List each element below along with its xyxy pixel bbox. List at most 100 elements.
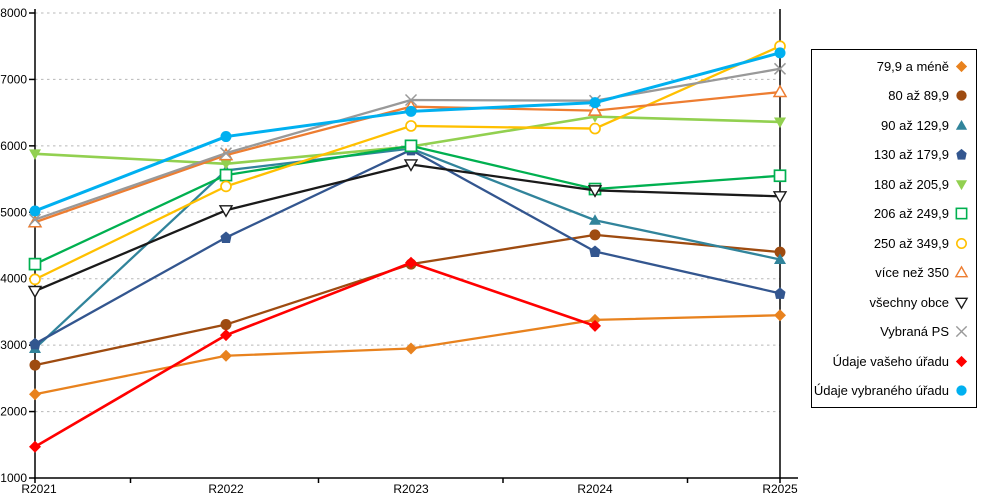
legend-item-label: 80 až 89,9 [888,88,949,104]
marker-x [773,62,787,75]
marker-circle-outline [589,122,601,135]
legend-item: 80 až 89,9 [812,81,976,111]
legend-item-label: 250 až 349,9 [873,235,949,251]
marker-square-outline [773,169,787,183]
marker-triangle-down-outline [27,285,43,299]
marker-triangle-down [220,159,232,170]
marker-circle [589,97,601,109]
marker-pentagon [589,245,601,257]
marker-x [28,213,42,226]
marker-circle-outline [220,180,232,193]
marker-diamond [774,309,786,322]
marker-triangle-down [955,180,968,190]
series-line [33,51,782,213]
marker-triangle-down-outline [954,297,969,310]
marker-circle [774,246,786,258]
marker-triangle-up-outline [27,214,43,228]
marker-circle [774,47,786,59]
marker-triangle-down-outline [587,185,603,198]
marker-square-outline [955,207,968,220]
marker-triangle-up [589,214,601,225]
x-category-label: R2024 [577,482,613,496]
legend-item-label: Údaje vašeho úřadu [832,353,949,369]
marker-pentagon [29,337,41,350]
legend-item: Vybraná PS [812,317,976,347]
legend-x-icon [955,326,968,338]
y-tick-label: 1000 [0,471,27,485]
series-line [33,261,597,449]
legend-triangle-up-filled-icon [955,119,968,130]
marker-diamond [589,319,601,332]
legend-item-label: 90 až 129,9 [881,117,949,133]
marker-diamond [29,388,41,401]
marker-triangle-up-outline [772,84,788,98]
y-tick-label: 4000 [0,272,27,286]
legend-item: 79,9 a méně [812,52,976,82]
x-category-label: R2022 [208,482,244,496]
legend-square-outline-icon [955,207,968,220]
marker-triangle-down-outline [218,205,234,218]
legend-item: 130 až 179,9 [812,140,976,170]
legend-diamond-filled-icon [955,355,968,367]
marker-square-outline [219,168,233,182]
legend-circle-filled-icon [956,90,967,101]
legend-triangle-down-outline-icon [954,297,969,310]
plot-area: 1000 2000 3000 4000 5000 6000 7000 8000 R2021 R20… [0,6,798,496]
marker-square-outline [28,257,42,271]
marker-triangle-down-outline [403,159,419,172]
legend-diamond-filled-icon [955,60,968,72]
marker-diamond [220,329,232,342]
legend-item-label: Údaje vybraného úřadu [813,383,949,399]
legend-item-label: Vybraná PS [880,324,949,340]
marker-triangle-up [774,253,786,264]
x-category-label: R2025 [762,482,798,496]
marker-circle-outline [956,237,967,249]
series-line [33,148,782,345]
legend-item: více než 350 [812,258,976,288]
marker-circle [29,359,41,371]
marker-triangle-up [955,119,968,130]
legend-item-label: 206 až 249,9 [873,206,949,222]
marker-diamond [405,342,417,355]
marker-circle [29,205,41,217]
y-tick-label: 5000 [0,205,27,219]
legend-item-label: více než 350 [875,265,949,281]
marker-circle [956,90,967,101]
legend-triangle-down-filled-icon [955,180,968,190]
marker-diamond [955,60,968,72]
legend-triangle-up-outline-icon [954,265,969,278]
marker-circle [220,131,232,143]
legend-item: 180 až 205,9 [812,170,976,200]
marker-pentagon [956,149,967,160]
x-category-label: R2021 [21,482,57,496]
marker-circle [220,319,232,331]
legend-item-label: 130 až 179,9 [873,147,949,163]
legend-item: všechny obce [812,288,976,318]
marker-diamond [29,440,41,453]
legend-item: 206 až 249,9 [812,199,976,229]
y-tick-label: 2000 [0,405,27,419]
y-tick-label: 8000 [0,6,27,20]
marker-diamond [220,349,232,362]
legend-circle-outline-icon [956,237,967,249]
marker-pentagon [220,231,232,244]
marker-x [955,326,968,338]
marker-diamond [405,256,417,269]
legend-item: Údaje vybraného úřadu [812,376,976,406]
legend-item-label: 180 až 205,9 [873,176,949,192]
marker-circle-outline [405,120,417,132]
y-tick-label: 6000 [0,139,27,153]
marker-diamond [955,355,968,367]
marker-square-outline [404,139,418,153]
marker-circle-outline [29,273,41,286]
legend-item: Údaje vašeho úřadu [812,347,976,377]
marker-triangle-down [774,117,786,128]
legend-pentagon-filled-icon [956,149,967,160]
marker-triangle-down [29,149,41,160]
marker-triangle-down-outline [772,191,788,204]
legend-item: 250 až 349,9 [812,229,976,259]
marker-x [404,93,418,107]
marker-x [219,147,233,160]
legend-item-label: 79,9 a méně [876,58,949,74]
marker-triangle-up-outline [587,103,603,116]
